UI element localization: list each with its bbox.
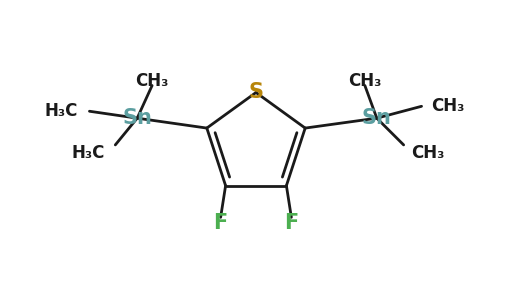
Text: H₃C: H₃C	[44, 102, 77, 120]
Text: Sn: Sn	[122, 108, 152, 128]
Text: S: S	[248, 82, 264, 102]
Text: H₃C: H₃C	[72, 144, 105, 162]
Text: CH₃: CH₃	[412, 144, 445, 162]
Text: Sn: Sn	[362, 108, 392, 128]
Text: CH₃: CH₃	[348, 72, 381, 90]
Text: CH₃: CH₃	[136, 72, 169, 90]
Text: F: F	[284, 213, 298, 233]
Text: F: F	[214, 213, 228, 233]
Text: CH₃: CH₃	[432, 97, 465, 115]
